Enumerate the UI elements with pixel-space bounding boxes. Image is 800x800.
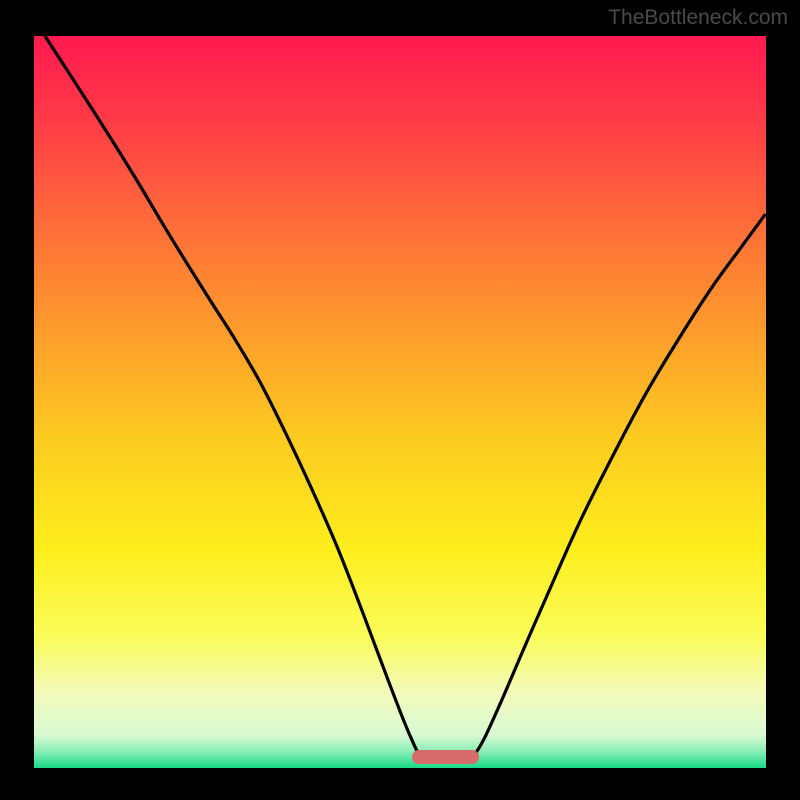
chart-container: TheBottleneck.com (0, 0, 800, 800)
plot-area (34, 36, 766, 768)
optimal-marker (412, 750, 479, 764)
watermark-text: TheBottleneck.com (608, 6, 788, 30)
bottleneck-curves (34, 36, 766, 768)
